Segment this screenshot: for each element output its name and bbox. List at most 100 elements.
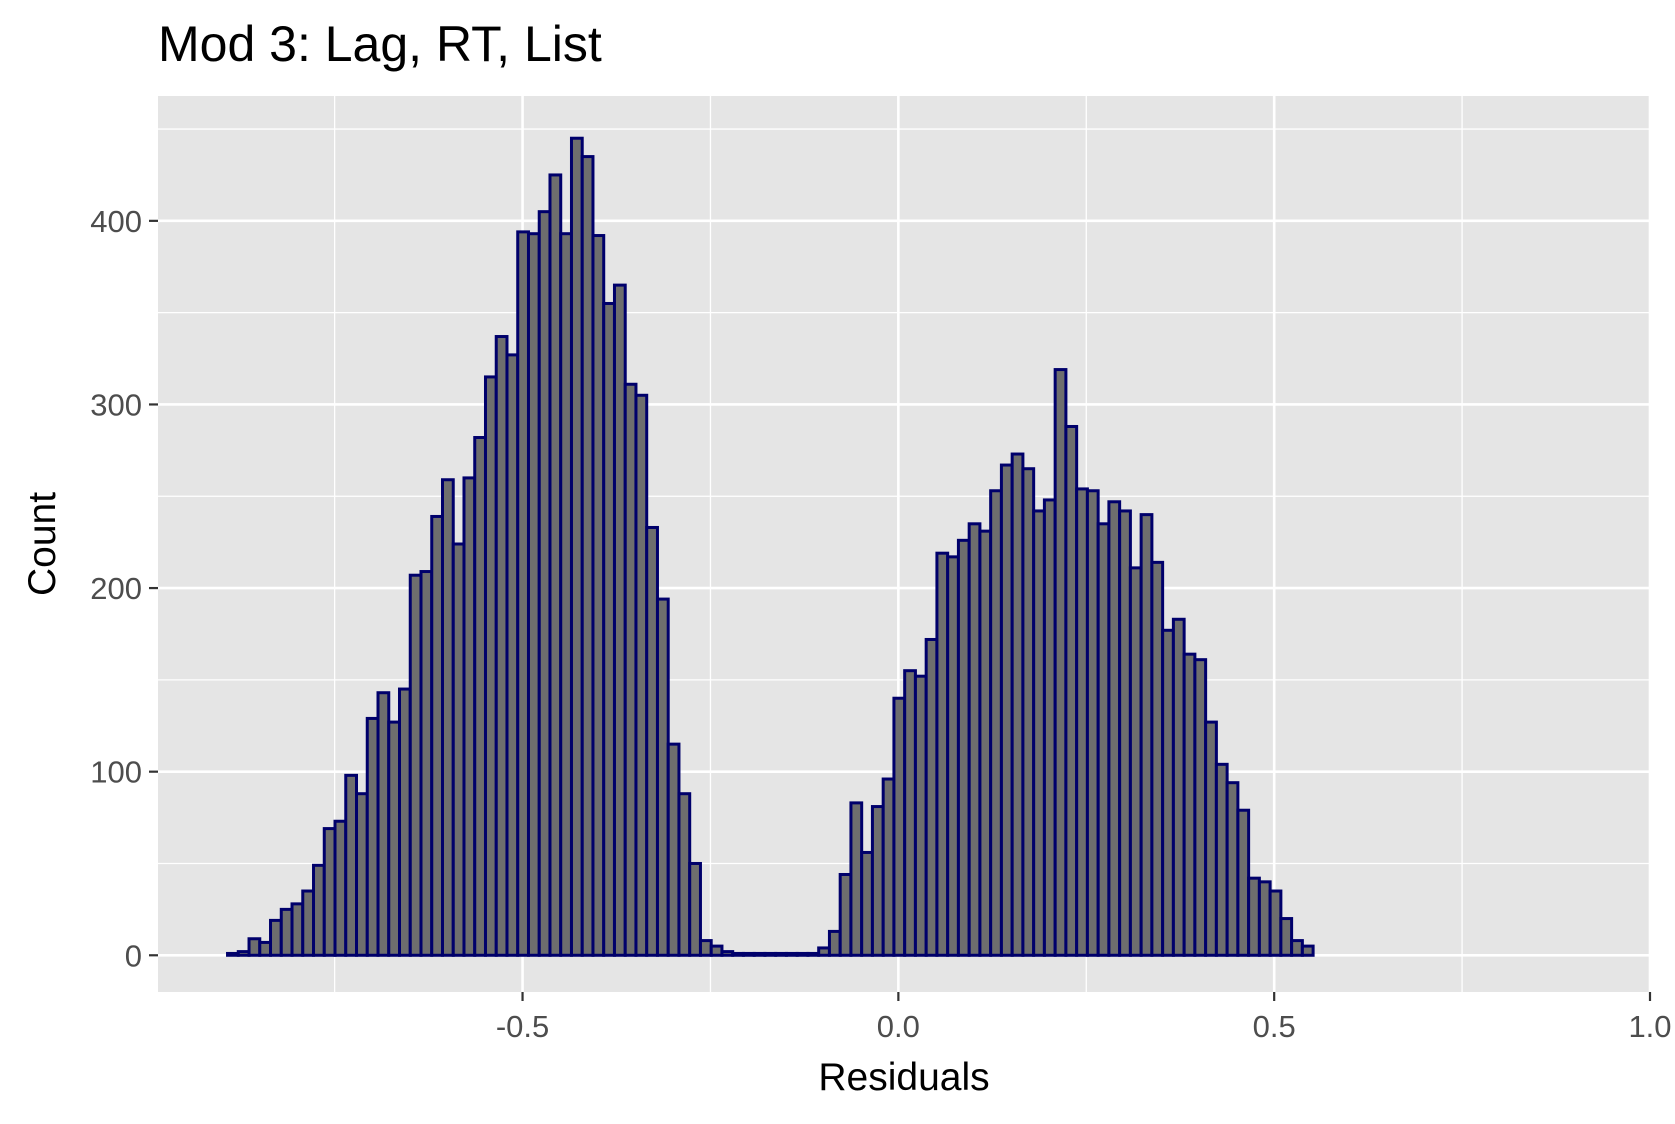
histogram-bar <box>989 489 1003 957</box>
histogram-bar <box>688 861 702 957</box>
histogram-bar <box>473 436 487 957</box>
histogram-bar <box>1107 500 1122 957</box>
histogram-bar <box>892 696 907 957</box>
y-axis-title: Count <box>21 492 64 596</box>
histogram-bar <box>290 902 305 957</box>
histogram-bar <box>655 597 670 957</box>
histogram-bar <box>559 232 573 957</box>
histogram-bar <box>978 529 993 957</box>
histogram-bar <box>1085 489 1100 957</box>
histogram-bar <box>537 210 552 957</box>
histogram-bar <box>580 155 595 957</box>
histogram-bar <box>666 742 681 957</box>
histogram-bar <box>440 478 455 957</box>
histogram-bar <box>881 777 896 957</box>
histogram-bar <box>505 353 520 957</box>
histogram-bar <box>387 720 402 957</box>
histogram-bar <box>301 889 316 957</box>
histogram-bar <box>827 929 842 957</box>
x-tick-label: 0.5 <box>1253 1009 1296 1044</box>
histogram-bar <box>1225 781 1240 957</box>
histogram-bar <box>1236 808 1251 957</box>
histogram-bar <box>494 335 509 957</box>
histogram-bar <box>1075 487 1089 957</box>
histogram-bar <box>1053 368 1068 957</box>
histogram-bar <box>612 283 627 957</box>
histogram-bar <box>1171 617 1186 957</box>
histogram-bar <box>1150 560 1165 957</box>
histogram-bar <box>247 937 262 957</box>
histogram-bar <box>526 232 541 957</box>
histogram-bar <box>1096 522 1111 957</box>
histogram-bar <box>645 525 659 957</box>
histogram-bar <box>935 551 950 957</box>
histogram-bar <box>1118 509 1132 957</box>
histogram-bar <box>956 538 971 957</box>
histogram-bar <box>1257 880 1272 957</box>
histogram-bar <box>634 393 649 957</box>
histogram-bar <box>602 301 616 957</box>
histogram-bar <box>698 939 713 957</box>
histogram-bar <box>1021 467 1036 957</box>
histogram-bar <box>752 951 767 957</box>
histogram-bar <box>591 234 606 957</box>
histogram-bar <box>741 951 756 957</box>
x-tick-label: 0.0 <box>877 1009 920 1044</box>
histogram-bar <box>999 463 1014 957</box>
histogram-bar <box>322 827 337 957</box>
y-tick-label: 100 <box>90 755 142 790</box>
histogram-bar <box>355 792 369 957</box>
histogram-bar <box>1128 566 1143 957</box>
histogram-bar <box>731 951 745 957</box>
histogram-bar <box>1139 513 1154 957</box>
histogram-bars <box>226 136 1315 957</box>
histogram-bar <box>365 716 380 957</box>
histogram-bar <box>849 801 864 957</box>
histogram-bar <box>1300 944 1315 957</box>
histogram-bar <box>462 476 477 957</box>
histogram-bar <box>483 375 498 957</box>
histogram-bar <box>312 863 326 957</box>
histogram-bar <box>451 542 466 957</box>
histogram-bar <box>344 773 359 957</box>
histogram-bar <box>419 570 434 957</box>
histogram-bar <box>1010 452 1025 957</box>
histogram-bar <box>967 522 982 957</box>
y-tick-label: 200 <box>90 571 142 606</box>
histogram-bar <box>1161 628 1175 957</box>
histogram-bar <box>1247 876 1261 957</box>
histogram-bar <box>1268 889 1283 957</box>
histogram-bar <box>870 805 885 957</box>
histogram-bar <box>236 950 251 957</box>
histogram-bar <box>720 950 735 957</box>
x-axis-title: Residuals <box>818 1056 989 1099</box>
chart-title: Mod 3: Lag, RT, List <box>158 16 602 72</box>
histogram-bar <box>226 951 240 957</box>
histogram-bar <box>1182 652 1197 957</box>
histogram-bar <box>548 173 563 957</box>
y-tick-label: 300 <box>90 387 142 422</box>
histogram-bar <box>903 669 917 957</box>
x-tick-label: 1.0 <box>1628 1009 1671 1044</box>
histogram-bar <box>1204 720 1218 957</box>
histogram-bar <box>784 951 799 957</box>
histogram-bar <box>516 230 530 957</box>
histogram-bar <box>913 674 928 957</box>
histogram-bar <box>817 946 831 957</box>
histogram-bar <box>1290 939 1304 957</box>
histogram-bar <box>376 691 391 957</box>
histogram-bar <box>774 951 788 957</box>
histogram-bar <box>398 687 412 957</box>
y-tick-label: 0 <box>125 938 142 973</box>
histogram-bar <box>1279 917 1294 957</box>
histogram-bar <box>430 514 444 957</box>
histogram-bar <box>258 940 273 957</box>
histogram-bar <box>1032 509 1046 957</box>
y-tick-label: 400 <box>90 204 142 239</box>
histogram-bar <box>709 944 724 957</box>
histogram-bar <box>838 872 853 957</box>
histogram-bar <box>1064 424 1079 957</box>
histogram-bar <box>623 382 638 957</box>
histogram-bar <box>795 951 810 957</box>
